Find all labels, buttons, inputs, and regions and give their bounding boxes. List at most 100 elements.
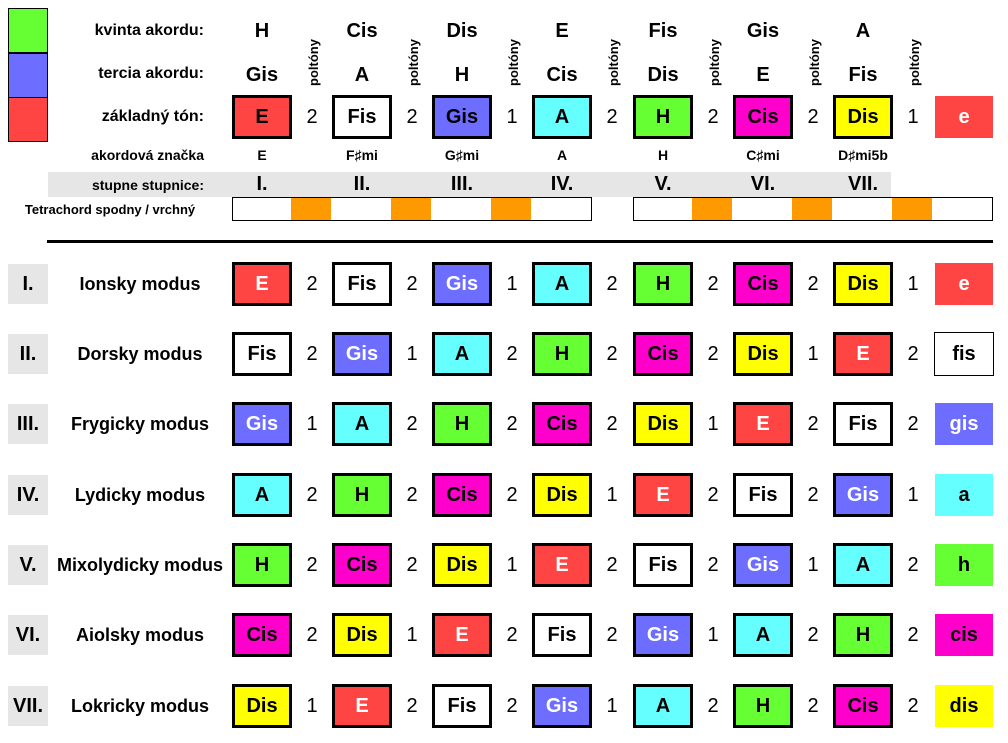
mode-note-box: Fis — [833, 402, 893, 446]
mode-interval: 2 — [306, 343, 318, 365]
mode-interval: 2 — [707, 554, 719, 576]
mode-roman-numeral: V. — [8, 545, 48, 585]
chord-symbol: C♯mi — [746, 147, 780, 163]
legend-green-swatch — [8, 8, 48, 53]
scale-degree: III. — [450, 173, 474, 195]
mode-interval: 2 — [506, 343, 518, 365]
mode-note-box: Cis — [532, 402, 592, 446]
mode-note-box: A — [733, 613, 793, 657]
mode-note-box: H — [432, 402, 492, 446]
kvinta-label: kvinta akordu: — [94, 22, 204, 39]
mode-note-box: A — [532, 262, 592, 306]
mode-note-box: Dis — [432, 543, 492, 587]
mode-interval: 2 — [306, 484, 318, 506]
mode-note-box: E — [432, 613, 492, 657]
mode-interval: 1 — [807, 343, 819, 365]
mode-note-box: Cis — [432, 473, 492, 517]
mode-interval: 2 — [606, 413, 618, 435]
chord-symbol: G♯mi — [444, 147, 480, 163]
mode-interval: 2 — [907, 343, 919, 365]
mode-note-box: A — [432, 332, 492, 376]
mode-interval: 2 — [506, 695, 518, 717]
mode-name: Lokricky modus — [70, 696, 210, 716]
tercia-note: H — [454, 64, 470, 86]
mode-interval: 1 — [506, 273, 518, 295]
tercia-note: Cis — [546, 64, 578, 86]
mode-interval: 1 — [506, 554, 518, 576]
mode-note-box: Dis — [833, 262, 893, 306]
mode-note-box: Gis — [432, 262, 492, 306]
kvinta-note: Cis — [346, 20, 378, 42]
tetrachord-label: Tetrachord spodny / vrchný — [24, 202, 196, 217]
mode-note-box: E — [633, 473, 693, 517]
mode-name: Dorsky modus — [77, 344, 203, 364]
mode-note-box: Dis — [733, 332, 793, 376]
mode-roman-numeral: II. — [8, 334, 48, 374]
interval-number: 2 — [406, 106, 418, 128]
kvinta-note: A — [855, 20, 871, 42]
mode-note-box: Fis — [432, 684, 492, 728]
mode-interval: 2 — [907, 554, 919, 576]
poltony-label: poltóny — [907, 39, 922, 86]
mode-interval: 2 — [406, 413, 418, 435]
mode-note-box: Dis — [633, 402, 693, 446]
mode-interval: 1 — [907, 273, 919, 295]
zakladny-end-box: e — [934, 95, 994, 139]
interval-number: 2 — [306, 106, 318, 128]
mode-interval: 1 — [707, 413, 719, 435]
kvinta-note: Fis — [648, 20, 678, 42]
mode-note-box: H — [332, 473, 392, 517]
mode-note-box: Cis — [332, 543, 392, 587]
mode-note-box: H — [633, 262, 693, 306]
tercia-label: tercia akordu: — [98, 65, 204, 82]
mode-roman-numeral: III. — [8, 404, 48, 444]
mode-interval: 1 — [606, 484, 618, 506]
mode-interval: 2 — [306, 624, 318, 646]
separator-line — [47, 240, 993, 243]
interval-number: 2 — [807, 106, 819, 128]
zakladny-note-box: Fis — [332, 95, 392, 139]
mode-note-box: Fis — [232, 332, 292, 376]
mode-interval: 1 — [406, 343, 418, 365]
mode-name: Frygicky modus — [70, 414, 210, 434]
mode-note-box: Cis — [232, 613, 292, 657]
kvinta-note: H — [254, 20, 270, 42]
mode-octave-box: h — [934, 543, 994, 587]
zakladny-note-box: H — [633, 95, 693, 139]
mode-note-box: H — [833, 613, 893, 657]
scale-degree: IV. — [550, 173, 574, 195]
akordova-label: akordová značka — [91, 147, 204, 163]
interval-number: 2 — [606, 106, 618, 128]
mode-interval: 2 — [707, 695, 719, 717]
mode-note-box: Gis — [833, 473, 893, 517]
poltony-label: poltóny — [406, 39, 421, 86]
mode-note-box: E — [733, 402, 793, 446]
mode-name: Aiolsky modus — [75, 625, 205, 645]
mode-interval: 1 — [306, 695, 318, 717]
mode-name: Ionsky modus — [79, 274, 201, 294]
mode-interval: 2 — [707, 484, 719, 506]
mode-octave-box: cis — [934, 613, 994, 657]
mode-interval: 2 — [807, 624, 819, 646]
chord-symbol: E — [257, 147, 267, 163]
mode-note-box: Fis — [733, 473, 793, 517]
scale-degree: VI. — [750, 173, 776, 195]
mode-octave-box: e — [934, 262, 994, 306]
stupne-bar — [48, 172, 891, 197]
mode-roman-numeral: VII. — [8, 686, 48, 726]
mode-interval: 2 — [907, 624, 919, 646]
chord-symbol: H — [657, 147, 669, 163]
mode-note-box: A — [833, 543, 893, 587]
mode-interval: 2 — [506, 484, 518, 506]
interval-number: 2 — [707, 106, 719, 128]
scale-degree: V. — [654, 173, 672, 195]
zakladny-note-box: Gis — [432, 95, 492, 139]
mode-note-box: Dis — [232, 684, 292, 728]
mode-interval: 1 — [807, 554, 819, 576]
mode-interval: 2 — [707, 343, 719, 365]
mode-interval: 2 — [506, 413, 518, 435]
legend-blue-swatch — [8, 53, 48, 98]
mode-note-box: Dis — [532, 473, 592, 517]
mode-interval: 1 — [606, 695, 618, 717]
zakladny-note-box: Dis — [833, 95, 893, 139]
